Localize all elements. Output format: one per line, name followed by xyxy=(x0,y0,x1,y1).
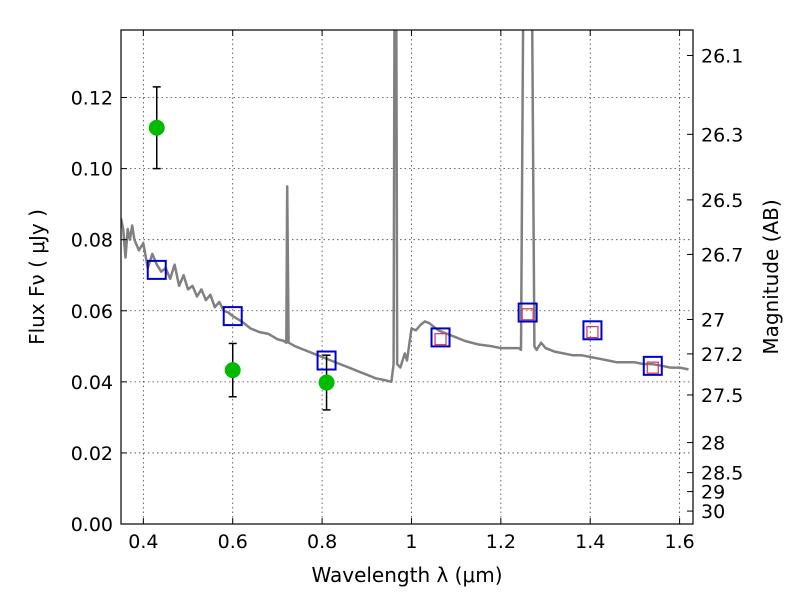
ticks: 0.4 0.6 0.8 1 1.2 1.4 1.6 0.00 0.02 0.04 0.06 0.08 0… xyxy=(71,30,743,553)
y-tick-label: 0.08 xyxy=(71,230,113,252)
right-tick-label: 27 xyxy=(701,309,725,331)
y-tick-label: 0.02 xyxy=(71,443,113,465)
model-band-square xyxy=(146,259,167,280)
y-tick-label: 0.10 xyxy=(71,159,113,181)
right-tick-label: 29 xyxy=(701,482,725,504)
y-axis-right-title: Magnitude (AB) xyxy=(759,199,783,354)
plot-frame xyxy=(120,29,694,525)
x-tick-label: 0.8 xyxy=(307,531,337,553)
x-tick-label: 1 xyxy=(405,531,417,553)
observed-band-square xyxy=(646,361,659,374)
model-band-square xyxy=(582,320,603,341)
x-axis-title: Wavelength λ (μm) xyxy=(311,563,502,587)
observed-band-square xyxy=(521,308,534,321)
observed-flux-point xyxy=(148,119,165,136)
x-tick-label: 1.2 xyxy=(486,531,516,553)
model-band-square xyxy=(222,306,243,327)
y-axis-title: Flux Fν ( μJy ) xyxy=(25,209,49,345)
model-band-square xyxy=(642,355,663,376)
x-tick-label: 1.4 xyxy=(575,531,605,553)
plot-background xyxy=(121,30,693,524)
right-tick-label: 26.5 xyxy=(701,190,743,212)
right-tick-label: 26.3 xyxy=(701,124,743,146)
right-tick-label: 26.7 xyxy=(701,244,743,266)
right-tick-label: 30 xyxy=(701,501,725,523)
y-tick-label: 0.04 xyxy=(71,372,113,394)
right-tick-label: 27.2 xyxy=(701,344,743,366)
y-tick-label: 0.06 xyxy=(71,301,113,323)
model-band-square xyxy=(517,302,538,323)
right-tick-label: 28.5 xyxy=(701,463,743,485)
model-band-square xyxy=(430,327,451,348)
observed-band-square xyxy=(586,325,599,339)
x-tick-label: 0.4 xyxy=(128,531,158,553)
right-tick-label: 26.1 xyxy=(701,45,743,67)
right-tick-label: 27.5 xyxy=(701,385,743,407)
observed-flux-point xyxy=(318,374,335,391)
y-tick-label: 0.12 xyxy=(71,88,113,110)
observed-band-square xyxy=(434,333,447,346)
right-tick-label: 28 xyxy=(701,433,725,455)
x-tick-label: 1.6 xyxy=(664,531,694,553)
x-tick-label: 0.6 xyxy=(218,531,248,553)
series-layer xyxy=(121,30,689,411)
observed-flux-point xyxy=(224,362,241,379)
y-tick-label: 0.00 xyxy=(71,514,113,536)
model-spectrum-line xyxy=(121,30,689,384)
